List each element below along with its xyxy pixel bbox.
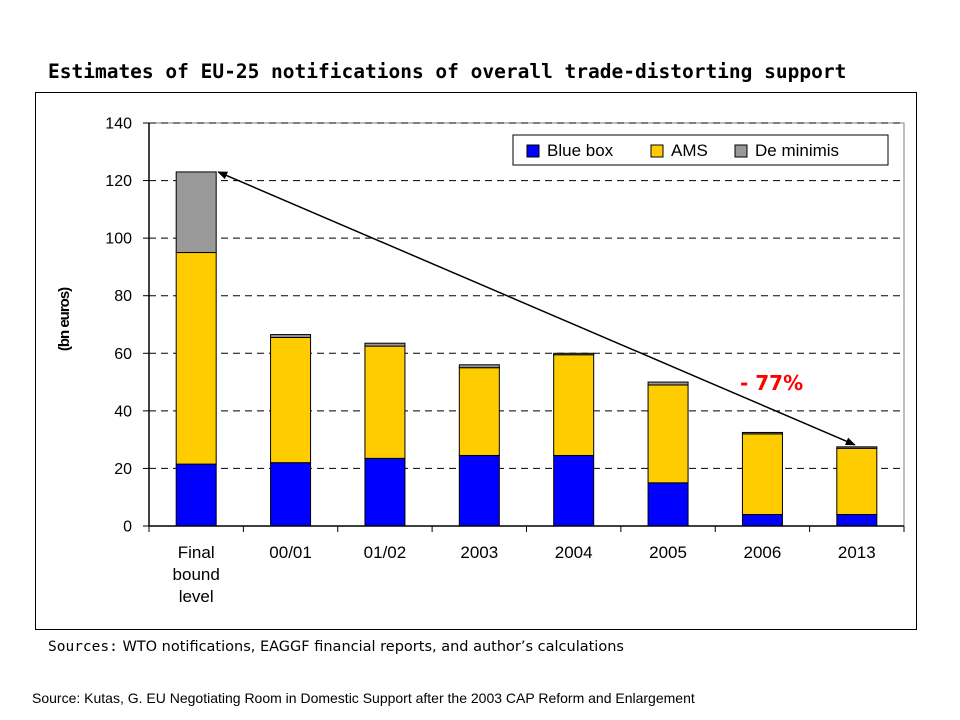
bar-segment xyxy=(364,342,406,347)
legend-box xyxy=(512,134,889,166)
x-tick-label: 2005 xyxy=(649,543,687,562)
legend-label: Blue box xyxy=(547,141,614,160)
bar-segment xyxy=(175,171,217,254)
bar-segment xyxy=(741,513,783,527)
x-tick-label: 2004 xyxy=(555,543,593,562)
bar-segment xyxy=(458,367,500,456)
sources-note: Sources: WTO notifications, EAGGF financ… xyxy=(48,639,624,655)
stacked-bar-chart: 0 20 40 60 80 100 120 140 Final bound level 00/01 01… xyxy=(56,116,905,606)
y-axis-label: (bn euros) xyxy=(56,287,73,351)
chart-frame: 0 20 40 60 80 100 120 140 Final bound level 00/01 01… xyxy=(35,92,917,630)
bar-segment xyxy=(836,446,878,449)
x-tick-label: 00/01 xyxy=(269,543,312,562)
y-tick-label: 120 xyxy=(105,173,132,190)
bar-segment xyxy=(364,345,406,459)
bar-segment xyxy=(553,352,595,356)
bar-segment xyxy=(836,513,878,527)
bar-segment xyxy=(836,447,878,515)
bar-segment xyxy=(364,457,406,527)
x-tick-label: 2013 xyxy=(838,543,876,562)
bar-segment xyxy=(270,462,312,527)
page-title: Estimates of EU-25 notifications of over… xyxy=(48,60,847,83)
bar-segment xyxy=(175,463,217,527)
sources-label: Sources: xyxy=(48,639,118,655)
x-tick-label: 2003 xyxy=(460,543,498,562)
legend-swatch xyxy=(650,144,664,158)
bar-segment xyxy=(270,336,312,464)
bar-segment xyxy=(175,252,217,465)
y-tick-label: 140 xyxy=(105,116,132,133)
bar-segment xyxy=(553,354,595,456)
y-tick-label: 40 xyxy=(114,403,132,420)
footer-source: Source: Kutas, G. EU Negotiating Room in… xyxy=(32,690,695,706)
bar-segment xyxy=(741,431,783,435)
legend-label: De minimis xyxy=(755,141,839,160)
reduction-arrow xyxy=(217,171,856,446)
bar-segment xyxy=(647,381,689,386)
y-tick-label: 80 xyxy=(114,288,132,305)
legend-swatch xyxy=(734,144,748,158)
bar-segment xyxy=(647,384,689,484)
bar-segment xyxy=(741,433,783,515)
bar-segment xyxy=(647,482,689,527)
plot-area xyxy=(148,122,905,527)
legend-swatch xyxy=(526,144,540,158)
y-tick-label: 0 xyxy=(123,519,132,536)
y-tick-label: 20 xyxy=(114,461,132,478)
bar-segment xyxy=(458,454,500,527)
x-tick-label: 2006 xyxy=(744,543,782,562)
y-tick-label: 60 xyxy=(114,346,132,363)
y-tick-label: 100 xyxy=(105,231,132,248)
bar-segment xyxy=(270,334,312,338)
x-tick-label: Final bound level xyxy=(173,543,220,606)
x-tick-label: 01/02 xyxy=(364,543,407,562)
bar-segment xyxy=(458,364,500,369)
legend-label: AMS xyxy=(671,141,708,160)
bar-segment xyxy=(553,454,595,527)
sources-text: WTO notifications, EAGGF financial repor… xyxy=(122,639,624,655)
reduction-annotation: - 77% xyxy=(740,371,803,395)
